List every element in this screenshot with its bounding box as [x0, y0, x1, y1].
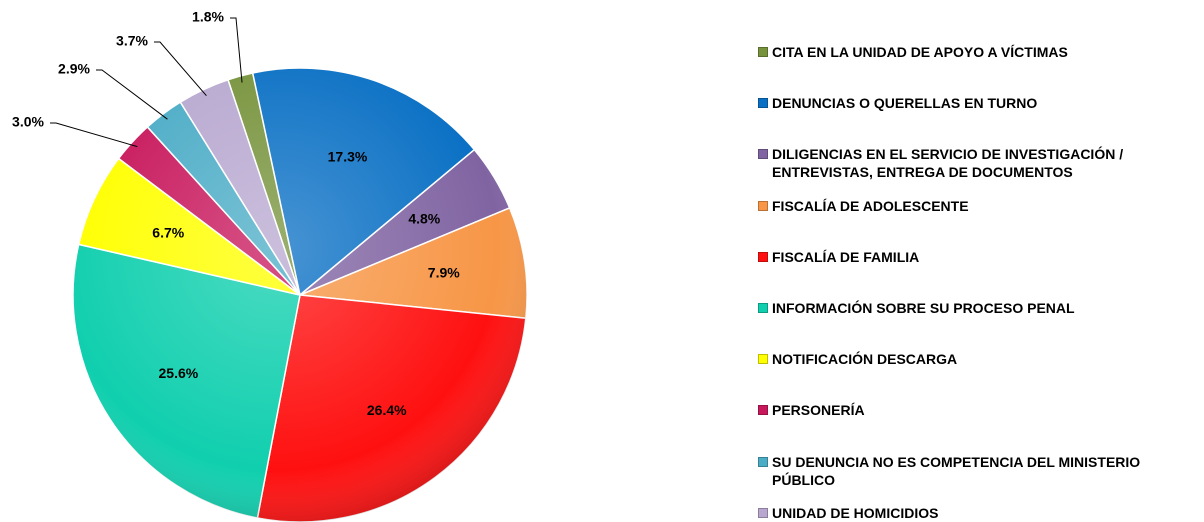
- legend-swatch: [758, 251, 768, 262]
- legend-item: SU DENUNCIA NO ES COMPETENCIA DEL MINIST…: [758, 453, 1204, 489]
- chart: 1.8% 17.3% 4.8% 7.9% 26.4% 25.6% 6.7% 3.0% 2.9% 3…: [12, 9, 528, 522]
- legend-label: FISCALÍA DE FAMILIA: [772, 248, 920, 265]
- legend-item: UNIDAD DE HOMICIDIOS: [758, 504, 1204, 522]
- legend-item: INFORMACIÓN SOBRE SU PROCESO PENAL: [758, 299, 1204, 317]
- legend-label: INFORMACIÓN SOBRE SU PROCESO PENAL: [772, 300, 1075, 316]
- legend-item: DILIGENCIAS EN EL SERVICIO DE INVESTIGAC…: [758, 145, 1204, 181]
- legend-label: DENUNCIAS O QUERELLAS EN TURNO: [772, 95, 1038, 112]
- legend-label: FISCALÍA DE ADOLESCENTE: [772, 197, 969, 214]
- legend-item: DENUNCIAS O QUERELLAS EN TURNO: [758, 94, 1204, 112]
- legend-swatch: [758, 507, 768, 518]
- legend-label: SU DENUNCIA NO ES COMPETENCIA DEL MINIST…: [772, 453, 1141, 488]
- legend-item: FISCALÍA DE ADOLESCENTE: [758, 197, 1204, 215]
- data-label: 7.9%: [428, 265, 460, 281]
- leader-line: [230, 17, 243, 83]
- legend-label: UNIDAD DE HOMICIDIOS: [772, 504, 939, 521]
- legend-swatch: [758, 200, 768, 211]
- legend-item: PERSONERÍA: [758, 401, 1204, 419]
- legend-label: DILIGENCIAS EN EL SERVICIO DE INVESTIGAC…: [772, 146, 1124, 181]
- legend-swatch: [758, 98, 768, 109]
- legend-item: FISCALÍA DE FAMILIA: [758, 248, 1204, 266]
- legend-label: CITA EN LA UNIDAD DE APOYO A VÍCTIMAS: [772, 44, 1068, 60]
- data-label: 1.8%: [192, 9, 224, 25]
- legend-swatch: [758, 47, 768, 57]
- legend-swatch: [758, 405, 768, 416]
- legend-item: NOTIFICACIÓN DESCARGA: [758, 350, 1204, 368]
- data-label: 17.3%: [328, 148, 368, 164]
- leader-line: [50, 122, 138, 148]
- data-label: 3.7%: [116, 33, 148, 49]
- legend-label: NOTIFICACIÓN DESCARGA: [772, 351, 958, 368]
- legend-swatch: [758, 149, 768, 160]
- data-label: 4.8%: [408, 210, 440, 226]
- legend-swatch: [758, 456, 768, 467]
- leader-line: [96, 69, 168, 120]
- legend-item: CITA EN LA UNIDAD DE APOYO A VÍCTIMAS: [758, 43, 1204, 61]
- leader-line: [154, 41, 207, 97]
- legend-swatch: [758, 354, 768, 365]
- data-label: 2.9%: [58, 61, 90, 77]
- data-label: 6.7%: [152, 224, 184, 240]
- data-label: 25.6%: [159, 365, 199, 381]
- data-label: 26.4%: [367, 402, 407, 418]
- data-label: 3.0%: [12, 114, 44, 130]
- legend-label: PERSONERÍA: [772, 402, 865, 419]
- legend-swatch: [758, 303, 768, 313]
